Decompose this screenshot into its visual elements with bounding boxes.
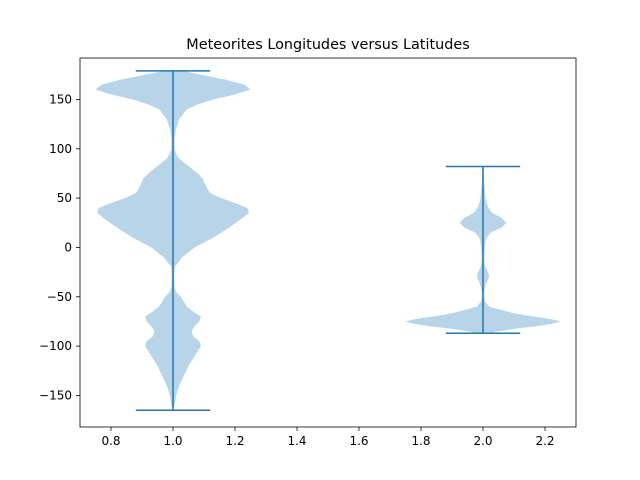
- y-axis: −150 −100 −50 0 50 100 150: [39, 92, 80, 402]
- y-tick-label: 50: [57, 191, 72, 205]
- x-tick-label: 2.2: [535, 434, 554, 448]
- y-tick-label: 0: [64, 240, 72, 254]
- x-tick-label: 1.0: [163, 434, 182, 448]
- x-tick-label: 0.8: [101, 434, 120, 448]
- x-tick-label: 1.4: [287, 434, 306, 448]
- chart-title: Meteorites Longitudes versus Latitudes: [186, 37, 469, 53]
- violin-2: [405, 165, 561, 335]
- y-tick-label: 150: [49, 92, 72, 106]
- y-tick-label: −100: [39, 339, 72, 353]
- y-tick-label: 100: [49, 142, 72, 156]
- x-tick-label: 1.6: [349, 434, 368, 448]
- violin-1: [95, 70, 251, 411]
- y-tick-label: −50: [47, 290, 72, 304]
- x-tick-label: 1.2: [225, 434, 244, 448]
- y-tick-label: −150: [39, 388, 72, 402]
- x-tick-label: 2.0: [473, 434, 492, 448]
- x-axis: 0.8 1.0 1.2 1.4 1.6 1.8 2.0 2.2: [101, 427, 555, 448]
- x-tick-label: 1.8: [411, 434, 430, 448]
- plot-frame: [79, 57, 577, 428]
- violins: [95, 70, 561, 411]
